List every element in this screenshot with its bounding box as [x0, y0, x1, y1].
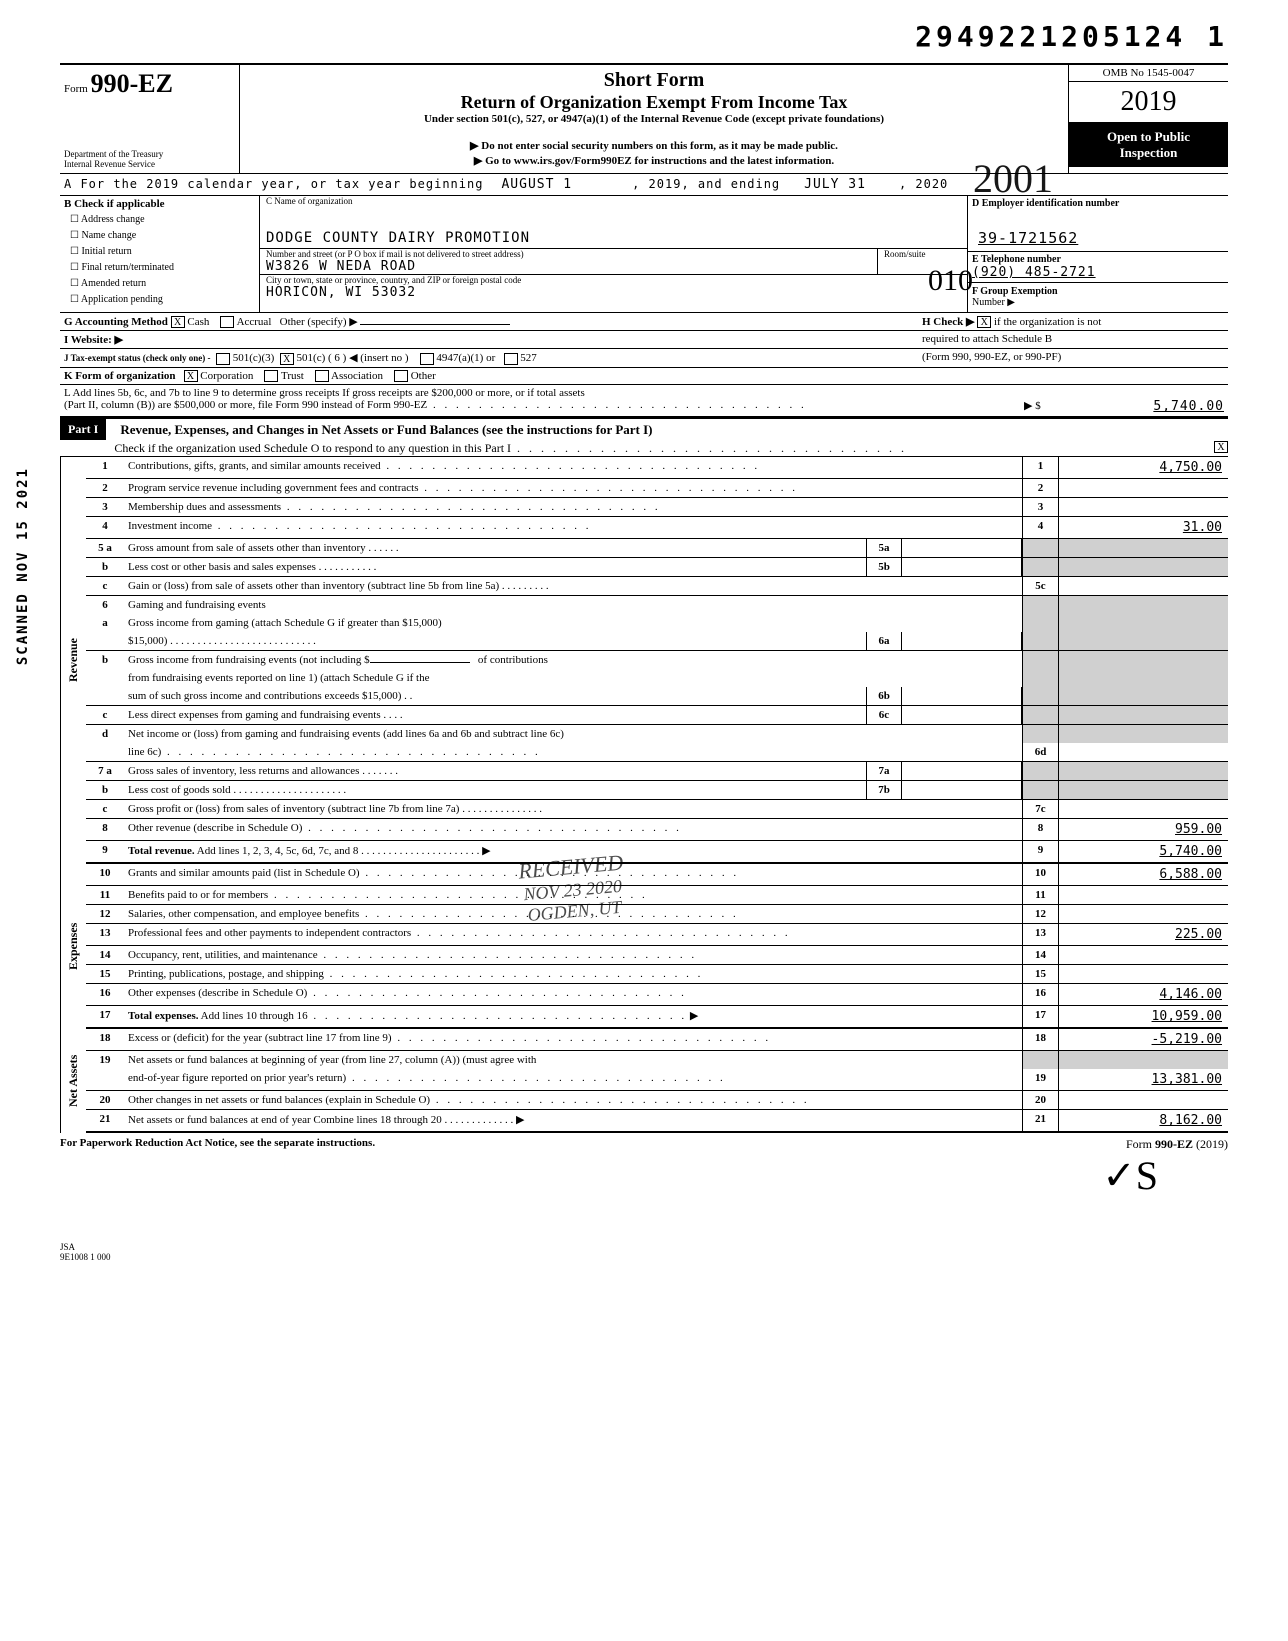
line-k: K Form of organization X Corporation Tru…	[60, 368, 1228, 385]
room-label: Room/suite	[878, 249, 967, 259]
jsa-code: JSA 9E1008 1 000	[60, 1242, 1228, 1262]
cb-initial-return[interactable]: Initial return	[70, 244, 249, 260]
d-label: D Employer identification number	[972, 198, 1224, 209]
line11-val	[1058, 886, 1228, 904]
form-prefix: Form	[64, 83, 88, 95]
city-state-zip: HORICON, WI 53032	[260, 285, 967, 300]
line9-val: 5,740.00	[1058, 841, 1228, 862]
phone: (920) 485-2721	[972, 265, 1224, 280]
line-l: L Add lines 5b, 6c, and 7b to line 9 to …	[60, 385, 1228, 417]
revenue-label: Revenue	[60, 457, 86, 864]
line17-val: 10,959.00	[1058, 1006, 1228, 1027]
ssn-note: ▶ Do not enter social security numbers o…	[250, 139, 1058, 152]
line-j: J Tax-exempt status (check only one) - 5…	[60, 349, 1228, 367]
inspection: Inspection	[1071, 145, 1226, 161]
cb-accrual[interactable]	[220, 316, 234, 328]
netassets-section: Net Assets 18Excess or (deficit) for the…	[60, 1029, 1228, 1133]
stamp-010: 010	[928, 264, 973, 298]
line-i: I Website: ▶ required to attach Schedule…	[60, 331, 1228, 349]
line6d-val	[1058, 743, 1228, 761]
scanned-stamp: SCANNED NOV 15 2021	[15, 467, 31, 665]
line1-val: 4,750.00	[1058, 457, 1228, 478]
line14-val	[1058, 946, 1228, 964]
cb-schedule-o[interactable]: X	[1214, 441, 1228, 453]
cb-trust[interactable]	[264, 370, 278, 382]
line3-val	[1058, 498, 1228, 516]
end-date: JULY 31	[804, 177, 866, 192]
line10-val: 6,588.00	[1058, 864, 1228, 885]
footer: For Paperwork Reduction Act Notice, see …	[60, 1133, 1228, 1152]
f-label2: Number ▶	[972, 297, 1224, 308]
street-label: Number and street (or P O box if mail is…	[260, 249, 877, 259]
netassets-label: Net Assets	[60, 1029, 86, 1133]
irs-label: Internal Revenue Service	[64, 159, 235, 169]
initials: ✓S	[1102, 1152, 1158, 1199]
line4-val: 31.00	[1058, 517, 1228, 538]
website-note: ▶ Go to www.irs.gov/Form990EZ for instru…	[250, 154, 1058, 167]
omb-number: OMB No 1545-0047	[1069, 65, 1228, 82]
cb-pending[interactable]: Application pending	[70, 292, 249, 308]
gross-receipts: 5,740.00	[1054, 399, 1224, 414]
form-header: Form 990-EZ Department of the Treasury I…	[60, 63, 1228, 174]
line8-val: 959.00	[1058, 819, 1228, 840]
line12-val	[1058, 905, 1228, 923]
line13-val: 225.00	[1058, 924, 1228, 945]
cb-name-change[interactable]: Name change	[70, 228, 249, 244]
cb-501c[interactable]: X	[280, 353, 294, 365]
line16-val: 4,146.00	[1058, 984, 1228, 1005]
cb-assoc[interactable]	[315, 370, 329, 382]
line5c-val	[1058, 577, 1228, 595]
begin-date: AUGUST 1	[501, 177, 572, 192]
f-label: F Group Exemption	[972, 286, 1058, 297]
org-name: DODGE COUNTY DAIRY PROMOTION	[260, 228, 967, 249]
expenses-label: Expenses	[60, 864, 86, 1029]
cb-4947[interactable]	[420, 353, 434, 365]
dept-treasury: Department of the Treasury	[64, 149, 235, 159]
cb-amended[interactable]: Amended return	[70, 276, 249, 292]
expenses-section: Expenses 10Grants and similar amounts pa…	[60, 864, 1228, 1029]
line19-val: 13,381.00	[1058, 1069, 1228, 1090]
line15-val	[1058, 965, 1228, 983]
cb-final-return[interactable]: Final return/terminated	[70, 260, 249, 276]
title-short-form: Short Form	[250, 69, 1058, 92]
line7c-val	[1058, 800, 1228, 818]
street-address: W3826 W NEDA ROAD	[260, 259, 877, 274]
cb-527[interactable]	[504, 353, 518, 365]
section-bcd: B Check if applicable Address change Nam…	[60, 196, 1228, 313]
open-public: Open to Public	[1071, 129, 1226, 145]
form-number: 990-EZ	[91, 69, 173, 98]
title-return: Return of Organization Exempt From Incom…	[250, 92, 1058, 113]
line18-val: -5,219.00	[1058, 1029, 1228, 1050]
c-label: C Name of organization	[260, 196, 967, 206]
cb-address-change[interactable]: Address change	[70, 212, 249, 228]
line21-val: 8,162.00	[1058, 1110, 1228, 1131]
part-1-header: Part I Revenue, Expenses, and Changes in…	[60, 417, 1228, 457]
subtitle: Under section 501(c), 527, or 4947(a)(1)…	[250, 113, 1058, 125]
stamp-2001: 2001	[973, 155, 1053, 202]
revenue-section: Revenue 1Contributions, gifts, grants, a…	[60, 457, 1228, 864]
b-label: B Check if applicable	[64, 198, 255, 210]
form-ref: Form 990-EZ (2019)	[1126, 1137, 1228, 1152]
ein-value: 39-1721562	[972, 227, 1224, 249]
e-label: E Telephone number	[972, 254, 1224, 265]
paperwork-notice: For Paperwork Reduction Act Notice, see …	[60, 1137, 375, 1152]
city-label: City or town, state or province, country…	[260, 275, 967, 285]
cb-corp[interactable]: X	[184, 370, 198, 382]
tax-year: 20201919	[1069, 82, 1228, 123]
cb-501c3[interactable]	[216, 353, 230, 365]
document-id: 2949221205124 1	[60, 20, 1228, 53]
cb-schedule-b[interactable]: X	[977, 316, 991, 328]
cb-other[interactable]	[394, 370, 408, 382]
cb-cash[interactable]: X	[171, 316, 185, 328]
line-g-h: G Accounting Method X Cash Accrual Other…	[60, 313, 1228, 331]
line20-val	[1058, 1091, 1228, 1109]
line2-val	[1058, 479, 1228, 497]
